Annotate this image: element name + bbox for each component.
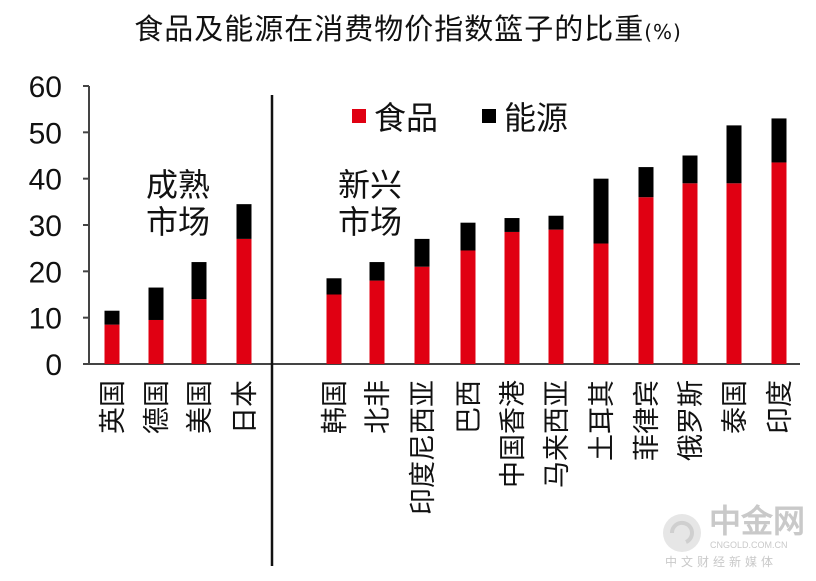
bars <box>104 118 787 364</box>
y-tick-label: 0 <box>45 349 62 382</box>
bar-energy <box>326 278 342 295</box>
bar-food <box>593 243 609 364</box>
bar-food <box>771 162 787 364</box>
bar-energy <box>548 215 564 230</box>
x-category-label: 美国 <box>185 380 216 434</box>
bar-food <box>326 294 342 364</box>
bar-energy <box>460 222 476 251</box>
bar-energy <box>369 262 385 281</box>
chart-title-unit: (%) <box>644 20 682 44</box>
bar-food <box>191 299 207 364</box>
group-label-mature: 成熟 市场 <box>146 166 210 241</box>
y-tick-label: 20 <box>29 256 62 289</box>
bar-food <box>682 183 698 364</box>
x-category-label: 韩国 <box>320 380 351 434</box>
bar-energy <box>771 118 787 163</box>
x-category-label: 土耳其 <box>587 380 618 461</box>
chart-title: 食品及能源在消费物价指数篮子的比重(%) <box>0 6 816 48</box>
group-label-mature-line1: 成熟 <box>146 166 210 204</box>
x-category-label: 印度 <box>765 380 796 434</box>
bar-energy <box>104 310 120 325</box>
x-category-label: 泰国 <box>720 380 751 434</box>
bar-food <box>236 238 252 364</box>
watermark-logo-swirl <box>669 520 694 544</box>
group-label-emerging-line1: 新兴 <box>338 166 402 204</box>
bar-food <box>548 229 564 364</box>
y-tick-label: 30 <box>29 210 62 243</box>
legend-energy-label: 能源 <box>504 99 568 137</box>
x-category-label: 北非 <box>363 380 394 434</box>
group-label-emerging: 新兴 市场 <box>338 166 402 241</box>
bar-food <box>638 197 654 364</box>
x-category-label: 中国香港 <box>498 380 529 488</box>
x-category-label: 德国 <box>142 380 173 434</box>
watermark-tagline: 中文财经新媒体 <box>665 554 777 569</box>
bar-food <box>369 280 385 364</box>
watermark-name: 中金网 <box>709 502 805 540</box>
x-category-label: 日本 <box>230 380 261 434</box>
bar-food <box>460 250 476 364</box>
bar-energy <box>682 155 698 184</box>
y-tick-label: 10 <box>29 303 62 336</box>
x-category-label: 菲律宾 <box>632 380 663 461</box>
x-category-label: 英国 <box>98 380 129 434</box>
bar-food <box>148 319 164 364</box>
bar-energy <box>148 287 164 320</box>
bar-energy <box>638 167 654 198</box>
watermark: 中金网 CNGOLD.COM.CN 中文财经新媒体 <box>663 502 805 569</box>
group-label-emerging-line2: 市场 <box>338 203 402 241</box>
legend-energy-swatch <box>482 109 496 123</box>
x-category-label: 印度尼西亚 <box>408 380 439 515</box>
bar-energy <box>504 218 520 232</box>
x-category-label: 马来西亚 <box>542 380 573 488</box>
legend-food-label: 食品 <box>374 99 438 137</box>
bar-energy <box>236 204 252 239</box>
y-axis: 0 10 20 30 40 50 60 <box>29 71 800 382</box>
bar-energy <box>593 178 609 244</box>
y-tick-label: 50 <box>29 117 62 150</box>
x-category-label: 俄罗斯 <box>676 380 707 461</box>
legend-food-swatch <box>352 109 366 123</box>
bar-energy <box>191 262 207 300</box>
group-label-mature-line2: 市场 <box>146 203 210 241</box>
chart-title-text: 食品及能源在消费物价指数篮子的比重 <box>134 12 645 46</box>
bar-food <box>104 324 120 364</box>
bar-food <box>414 266 430 364</box>
y-tick-label: 40 <box>29 164 62 197</box>
x-axis-labels: 英国 德国 美国 日本 韩国 北非 印度尼西亚 巴西 中国香港 马来西亚 土耳其 菲律宾 俄罗斯 泰国 印度 <box>98 380 796 515</box>
y-tick-label: 60 <box>29 71 62 104</box>
bar-energy <box>726 125 742 184</box>
bar-food <box>504 231 520 364</box>
x-category-label: 巴西 <box>454 380 485 434</box>
bar-food <box>726 183 742 364</box>
legend: 食品 能源 <box>352 99 568 137</box>
bar-energy <box>414 238 430 267</box>
watermark-logo-icon <box>663 514 701 552</box>
watermark-site: CNGOLD.COM.CN <box>710 540 788 550</box>
